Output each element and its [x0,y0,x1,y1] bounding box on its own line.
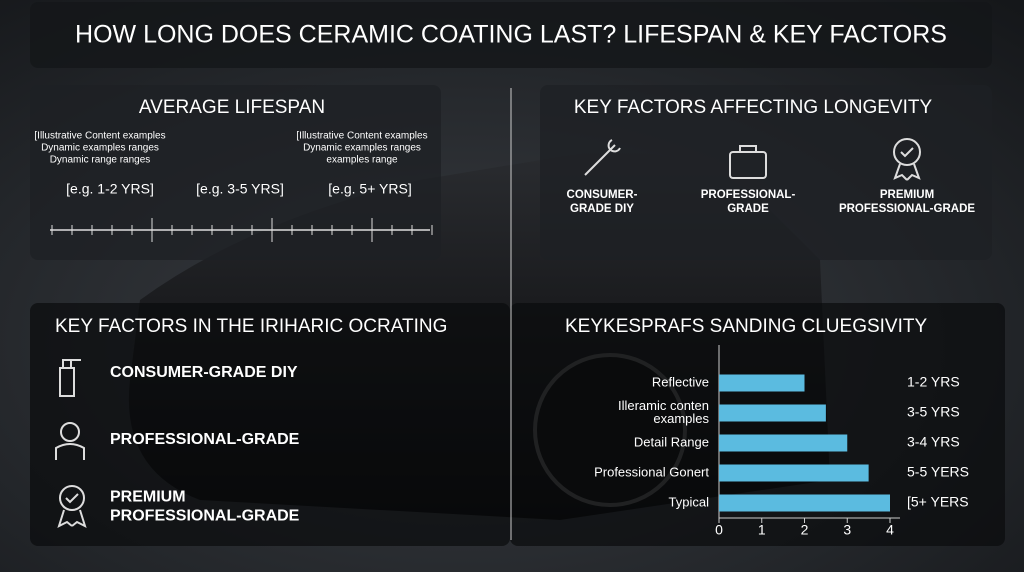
bar [719,464,869,482]
annotation: 1-2 YRS [907,374,960,390]
category-label: Illeramic conten [618,398,709,413]
x-tick-label: 4 [886,522,894,538]
spray-icon [59,359,81,397]
note: Dynamic examples ranges [41,143,159,154]
worker-body [55,443,85,460]
category-label: Typical [669,494,710,509]
note: [Illustrative Content examples [296,131,427,142]
x-tick-label: 2 [801,522,809,538]
briefcase-icon [729,151,767,179]
wrench-icon [584,139,621,176]
category-label: Detail Range [634,434,709,449]
annotation: 3-5 YRS [907,404,960,420]
badge-icon [893,138,921,166]
category-label: Professional Gonert [594,464,709,479]
annotation: 5-5 YERS [907,464,969,480]
chart-title: KEYKESPRAFS SANDING CLUEGSIVITY [565,316,927,337]
range-label: [e.g. 5+ YRS] [328,181,411,197]
x-tick-label: 3 [843,522,851,538]
range-label: [e.g. 1-2 YRS] [66,181,154,197]
factor-label: PREMIUM [110,489,186,506]
bar [719,494,890,512]
category-label: examples [653,411,709,426]
x-tick-label: 1 [758,522,766,538]
annotation: 3-4 YRS [907,434,960,450]
badge-icon [59,485,85,511]
range-label: [e.g. 3-5 YRS] [196,181,284,197]
section-title: KEY FACTORS IN THE IRIHARIC OCRATING [55,316,447,337]
factor-label: PROFESSIONAL-GRADE [839,203,975,215]
panel [30,303,510,546]
factor-label: PROFESSIONAL-GRADE [110,431,300,448]
category-label: Reflective [652,374,709,389]
icons [55,138,921,528]
note: Dynamic examples ranges [303,143,421,154]
badge-ribbon [57,493,87,528]
badge-ribbon [893,147,921,181]
title-panel [30,2,992,68]
panel [510,303,1005,546]
factor-label: CONSUMER- [567,189,638,201]
factor-label: PREMIUM [880,189,934,201]
worker-icon [60,422,80,442]
bar [719,434,848,452]
factor-label: GRADE DIY [570,203,634,215]
note: examples range [326,155,398,166]
page-title: HOW LONG DOES CERAMIC COATING LAST? LIFE… [75,21,947,49]
briefcase-handle [739,145,757,152]
bar [719,404,826,422]
section-title: KEY FACTORS AFFECTING LONGEVITY [574,97,933,118]
bar [719,374,805,392]
panel [30,85,441,260]
annotation: [5+ YERS [907,494,969,510]
factor-label: PROFESSIONAL-GRADE [110,508,300,525]
factor-label: GRADE [727,203,769,215]
x-tick-label: 0 [715,522,723,538]
section-title: AVERAGE LIFESPAN [139,97,325,118]
note: Dynamic range ranges [50,155,151,166]
factor-label: PROFESSIONAL- [701,189,796,201]
note: [Illustrative Content examples [34,131,165,142]
factor-label: CONSUMER-GRADE DIY [110,364,298,381]
